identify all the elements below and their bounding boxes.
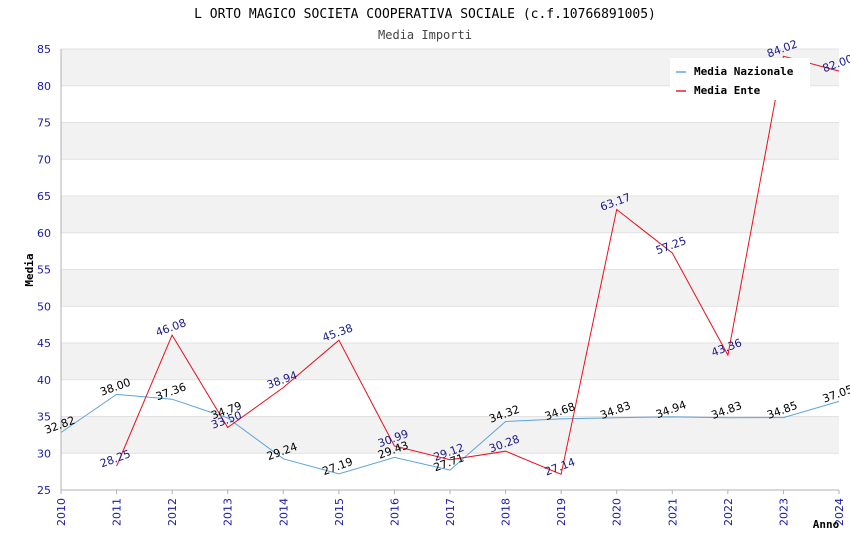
data-label-nazionale-2012: 37.36 <box>154 380 188 403</box>
x-tick-2013: 2013 <box>222 498 235 526</box>
y-tick-55: 55 <box>37 264 51 277</box>
y-tick-65: 65 <box>37 190 51 203</box>
y-tick-85: 85 <box>37 43 51 56</box>
x-tick-2014: 2014 <box>277 498 290 526</box>
legend: Media Nazionale Media Ente <box>670 58 810 100</box>
y-tick-50: 50 <box>37 300 51 313</box>
series-line-media-nazionale <box>60 393 840 475</box>
band-40-45 <box>61 343 839 380</box>
y-tick-35: 35 <box>37 411 51 424</box>
chart-title: L ORTO MAGICO SOCIETA COOPERATIVA SOCIAL… <box>194 7 656 22</box>
legend-label-ente: Media Ente <box>694 84 761 97</box>
x-tick-2011: 2011 <box>111 498 124 526</box>
band-50-55 <box>61 269 839 307</box>
y-axis-ticks: 25 30 35 40 45 50 55 60 65 70 75 80 85 <box>37 43 51 497</box>
y-tick-75: 75 <box>37 117 51 130</box>
x-tick-2020: 2020 <box>611 498 624 526</box>
y-tick-60: 60 <box>37 227 51 240</box>
y-tick-70: 70 <box>37 153 51 166</box>
series-lines <box>60 55 840 475</box>
x-tick-2016: 2016 <box>388 498 401 526</box>
band-70-75 <box>61 122 839 160</box>
legend-label-nazionale: Media Nazionale <box>694 65 794 78</box>
data-label-ente-2012: 46.08 <box>154 316 188 339</box>
data-label-nazionale-2015: 27.19 <box>321 455 355 478</box>
y-tick-45: 45 <box>37 337 51 350</box>
x-tick-2012: 2012 <box>166 498 179 526</box>
chart-subtitle: Media Importi <box>378 28 472 42</box>
data-label-ente-2019: 27.14 <box>543 455 577 478</box>
data-label-ente-2021: 57.25 <box>654 234 688 257</box>
x-tick-2018: 2018 <box>500 498 513 526</box>
series-line-media-ente <box>116 55 840 475</box>
y-tick-30: 30 <box>37 447 51 460</box>
x-axis-ticks: 2010 2011 2012 2013 2014 2015 2016 2017 2018 2019… <box>55 490 846 526</box>
x-tick-2023: 2023 <box>777 498 790 526</box>
x-tick-2017: 2017 <box>444 498 457 526</box>
y-axis-label: Media <box>23 253 36 286</box>
y-tick-80: 80 <box>37 80 51 93</box>
x-tick-2015: 2015 <box>333 498 346 526</box>
y-tick-40: 40 <box>37 374 51 387</box>
x-tick-2022: 2022 <box>722 498 735 526</box>
legend-box <box>670 58 810 100</box>
band-30-35 <box>61 416 839 454</box>
x-tick-2010: 2010 <box>55 498 68 526</box>
y-tick-25: 25 <box>37 484 51 497</box>
x-tick-2021: 2021 <box>666 498 679 526</box>
x-tick-2024: 2024 <box>833 498 846 526</box>
band-60-65 <box>61 196 839 233</box>
x-axis-label: Anno <box>813 518 840 531</box>
x-tick-2019: 2019 <box>555 498 568 526</box>
